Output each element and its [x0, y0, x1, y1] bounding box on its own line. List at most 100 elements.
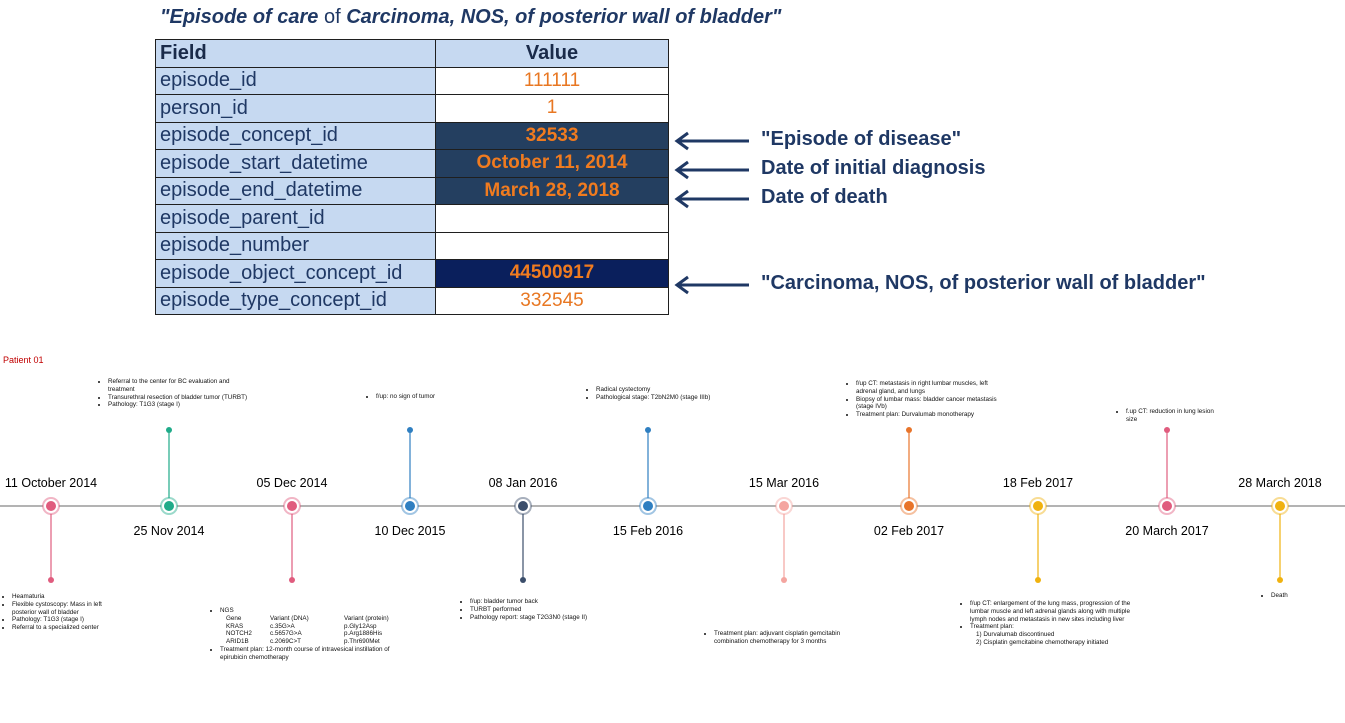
figure-title: "Episode of care of Carcinoma, NOS, of p… [160, 6, 782, 28]
event-date: 25 Nov 2014 [133, 524, 205, 538]
table-row: episode_parent_id [155, 204, 669, 233]
event-stem-dot [289, 577, 295, 583]
event-note: f/up CT: metastasis in right lumbar musc… [848, 380, 1003, 419]
event-marker [1162, 501, 1172, 511]
table-row: episode_type_concept_id 332545 [155, 286, 669, 315]
event-marker [1033, 501, 1043, 511]
table-row: episode_end_datetime March 28, 2018 [155, 176, 669, 205]
value-cell: 332545 [435, 286, 669, 315]
value-cell [435, 204, 669, 233]
event-marker [904, 501, 914, 511]
event-note: Death [1263, 592, 1323, 600]
event-date: 15 Mar 2016 [748, 476, 820, 490]
event-date: 18 Feb 2017 [1002, 476, 1074, 490]
note-item: Pathological stage: T2bN2M0 (stage IIIb) [596, 394, 738, 402]
event-marker [287, 501, 297, 511]
event-note: f/up: no sign of tumor [368, 393, 478, 401]
event-note: f.up CT: reduction in lung lesion size [1118, 408, 1218, 424]
event-date: 05 Dec 2014 [256, 476, 328, 490]
event-marker [518, 501, 528, 511]
event-marker [46, 501, 56, 511]
event-date: 02 Feb 2017 [873, 524, 945, 538]
value-cell: 32533 [435, 121, 669, 150]
field-cell: episode_start_datetime [155, 149, 436, 178]
note-subitem: 2) Cisplatin gemcitabine chemotherapy in… [976, 638, 1109, 646]
note-item: f/up: no sign of tumor [376, 393, 478, 401]
left-arrow-icon [674, 131, 749, 151]
value-cell: 44500917 [435, 259, 669, 288]
event-stem-dot [48, 577, 54, 583]
episode-table: Field Value episode_id 111111 person_id 1 … [155, 39, 669, 315]
event-date: 20 March 2017 [1125, 524, 1209, 538]
event-date: 10 Dec 2015 [374, 524, 446, 538]
left-arrow-icon [674, 189, 749, 209]
value-cell [435, 231, 669, 260]
event-date: 28 March 2018 [1238, 476, 1322, 490]
event-stem-dot [1164, 427, 1170, 433]
note-item: Treatment plan: 12-month course of intra… [220, 646, 405, 662]
event-stem-dot [407, 427, 413, 433]
value-cell: March 28, 2018 [435, 176, 669, 205]
event-stem-dot [166, 427, 172, 433]
left-arrow-icon [674, 160, 749, 180]
note-item: Pathology report: stage T2G3N0 (stage II… [470, 614, 602, 622]
field-cell: episode_id [155, 66, 436, 95]
event-marker [405, 501, 415, 511]
note-item: Referral to the center for BC evaluation… [108, 378, 250, 394]
event-note: Treatment plan: adjuvant cisplatin gemci… [706, 630, 871, 646]
event-marker [1275, 501, 1285, 511]
value-cell: October 11, 2014 [435, 149, 669, 178]
note-item: TURBT performed [470, 606, 602, 614]
ngs-row: NOTCH2 c.5657G>A p.Arg1886His [226, 630, 383, 638]
table-row: episode_id 111111 [155, 66, 669, 95]
table-row: episode_start_datetime October 11, 2014 [155, 149, 669, 178]
note-item: Transurethral resection of bladder tumor… [108, 394, 250, 402]
event-note: f/up CT: enlargement of the lung mass, p… [962, 600, 1132, 647]
note-item: Treatment plan: [970, 623, 1132, 631]
note-item: Treatment plan: adjuvant cisplatin gemci… [714, 630, 871, 646]
field-cell: episode_concept_id [155, 121, 436, 150]
note-item: Pathology: T1G3 (stage I) [108, 401, 250, 409]
table-header-row: Field Value [155, 39, 669, 68]
event-stem-dot [1277, 577, 1283, 583]
field-cell: episode_end_datetime [155, 176, 436, 205]
ngs-row: KRAS c.35G>A p.Gly12Asp [226, 622, 377, 630]
event-marker [643, 501, 653, 511]
field-cell: episode_parent_id [155, 204, 436, 233]
note-item: Treatment plan: Durvalumab monotherapy [856, 411, 1003, 419]
note-item: Radical cystectomy [596, 386, 738, 394]
event-date: 11 October 2014 [4, 476, 98, 490]
note-item: f/up: bladder tumor back [470, 598, 602, 606]
note-subitem: 1) Durvalumab discontinued [976, 631, 1055, 639]
event-stem-dot [1035, 577, 1041, 583]
annotation-text: Date of initial diagnosis [761, 157, 986, 179]
header-value: Value [435, 39, 669, 68]
event-stem-dot [645, 427, 651, 433]
annotation-text: "Episode of disease" [761, 128, 962, 150]
event-stem-dot [906, 427, 912, 433]
field-cell: episode_type_concept_id [155, 286, 436, 315]
note-item: f/up CT: metastasis in right lumbar musc… [856, 380, 1003, 396]
annotation-text: Date of death [761, 186, 888, 208]
event-stem-dot [781, 577, 787, 583]
header-field: Field [155, 39, 436, 68]
table-row: episode_concept_id 32533 [155, 121, 669, 150]
event-note: Referral to the center for BC evaluation… [100, 378, 250, 409]
value-cell: 111111 [435, 66, 669, 95]
note-item: Pathology: T1G3 (stage I) [12, 616, 102, 624]
ngs-header-row: Gene Variant (DNA) Variant (protein) [226, 614, 389, 622]
event-date: 15 Feb 2016 [612, 524, 684, 538]
table-row: episode_object_concept_id 44500917 [155, 259, 669, 288]
note-item: Biopsy of lumbar mass: bladder cancer me… [856, 396, 1003, 412]
note-item: f.up CT: reduction in lung lesion size [1126, 408, 1218, 424]
event-note: Radical cystectomy Pathological stage: T… [588, 386, 738, 402]
event-marker [164, 501, 174, 511]
patient-label: Patient 01 [3, 355, 44, 365]
field-cell: person_id [155, 94, 436, 123]
note-item: Flexible cystoscopy: Mass in left poster… [12, 601, 102, 617]
note-item: Referral to a specialized center [12, 624, 102, 632]
event-marker [779, 501, 789, 511]
event-stem-dot [520, 577, 526, 583]
